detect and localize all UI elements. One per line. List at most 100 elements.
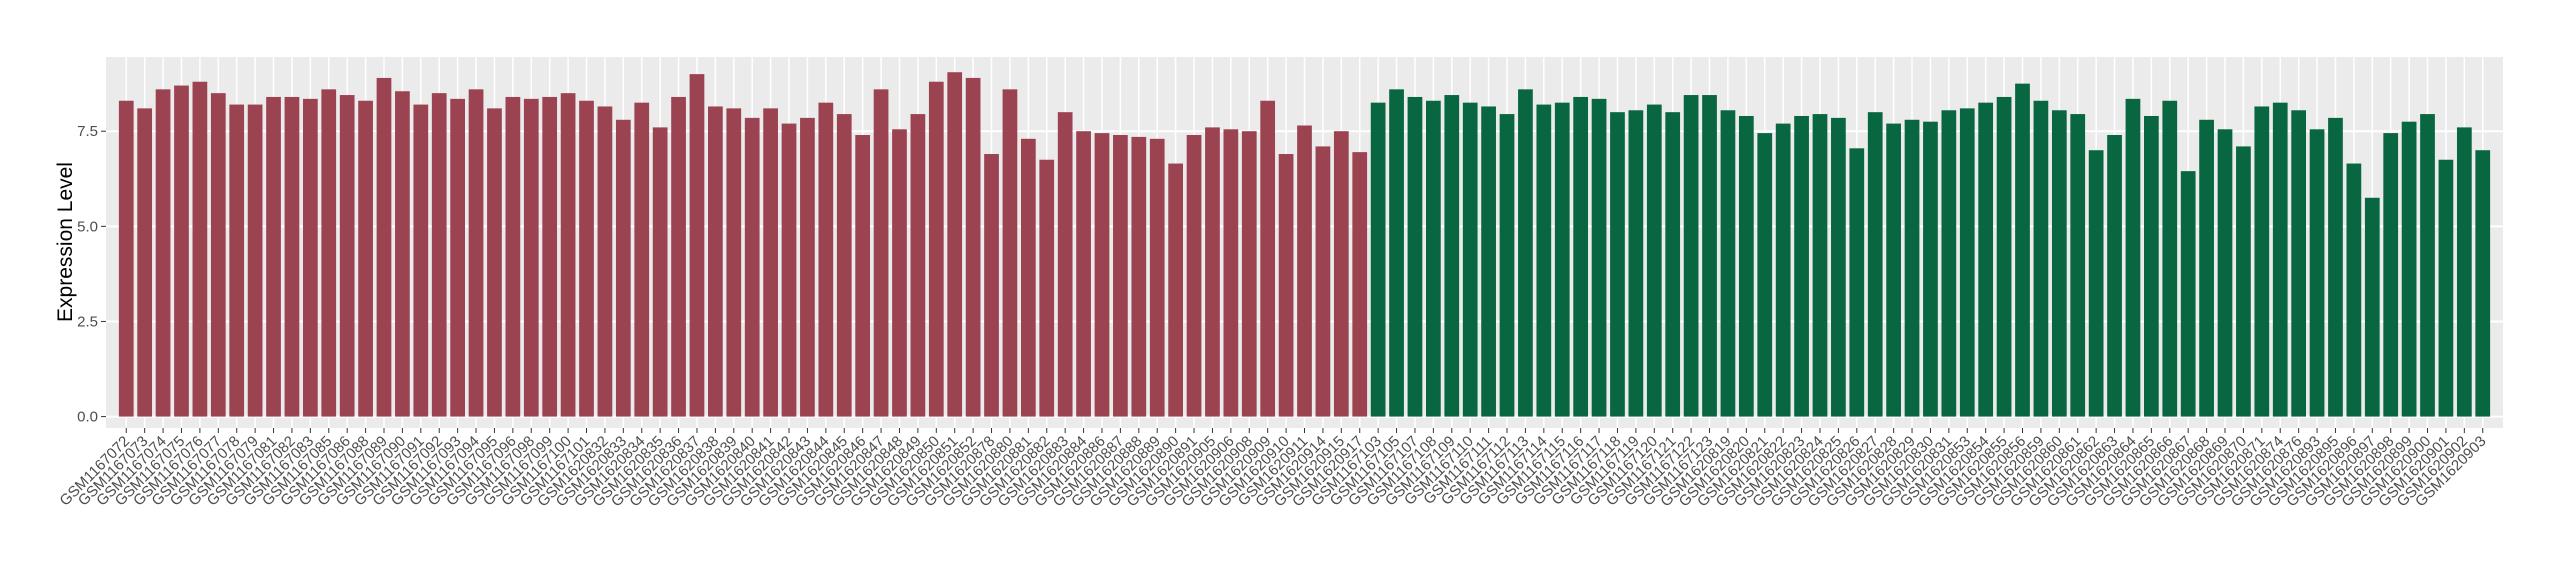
bar [395, 91, 410, 417]
bar [1849, 148, 1865, 417]
bar [321, 89, 337, 417]
bar [1610, 112, 1625, 417]
bar [1002, 89, 1018, 417]
bar [2364, 197, 2380, 417]
bar [1499, 114, 1515, 417]
bar [615, 119, 631, 417]
bar [1407, 96, 1423, 417]
bar [1904, 119, 1920, 417]
bar [1333, 131, 1349, 417]
bar [708, 106, 723, 417]
bar [1886, 123, 1901, 417]
bar [1628, 110, 1644, 417]
bar [2125, 98, 2141, 417]
bar [1923, 121, 1938, 417]
bar [1775, 123, 1791, 417]
y-tick-label: 0.0 [77, 409, 98, 426]
bar [1591, 98, 1607, 417]
bar [2015, 83, 2030, 417]
bar [2401, 121, 2417, 417]
bar [1168, 163, 1183, 417]
bar [2272, 102, 2288, 417]
bar [1665, 112, 1681, 417]
bar [2088, 150, 2104, 417]
bar [2291, 110, 2307, 417]
bar [1757, 133, 1773, 417]
bar [2051, 110, 2067, 417]
bar [1352, 152, 1368, 417]
bar [1867, 112, 1883, 417]
bar [431, 93, 447, 417]
bar [2236, 146, 2251, 417]
bar [2199, 119, 2214, 417]
bar [413, 104, 429, 417]
bar [2180, 171, 2196, 417]
bar [2328, 117, 2343, 417]
bar [855, 135, 871, 417]
bar [1978, 102, 1994, 417]
bar [266, 96, 281, 417]
bar [1278, 154, 1294, 417]
bar [800, 117, 815, 417]
bar [2033, 100, 2049, 417]
y-tick-label: 2.5 [77, 313, 98, 330]
bar [910, 114, 926, 417]
bar [928, 81, 944, 417]
bar [818, 102, 834, 417]
bar [1094, 133, 1110, 417]
bar [1444, 95, 1460, 417]
bar [2217, 129, 2233, 417]
bar [984, 154, 999, 417]
bar [1481, 106, 1496, 417]
bar [1831, 117, 1846, 417]
bar [2346, 163, 2362, 417]
bar [763, 108, 778, 417]
bar [118, 100, 134, 417]
bar [1996, 96, 2012, 417]
bar [2383, 133, 2399, 417]
bar [2107, 135, 2122, 417]
bar [1738, 115, 1754, 417]
bar [1113, 135, 1128, 417]
bar [505, 96, 521, 417]
bar [1020, 138, 1036, 417]
bar [2456, 127, 2472, 417]
bar [1241, 131, 1257, 417]
bar [302, 98, 318, 417]
bar [1573, 96, 1589, 417]
bar [2475, 150, 2491, 417]
bar [1518, 89, 1533, 417]
bar [2309, 129, 2325, 417]
bar [1039, 159, 1055, 417]
bar [1702, 95, 1717, 417]
bar [542, 96, 558, 417]
bar [358, 100, 373, 417]
bar [229, 104, 245, 417]
bar [174, 85, 189, 417]
bar [1315, 146, 1331, 417]
bar [947, 72, 963, 417]
bar [487, 108, 502, 417]
bar [726, 108, 742, 417]
bar [155, 89, 171, 417]
bar [781, 123, 797, 417]
bar [1389, 89, 1404, 417]
y-axis-label: Expression Level [54, 162, 77, 322]
y-tick-label: 5.0 [77, 218, 98, 235]
bar [2070, 114, 2086, 417]
bar [1959, 108, 1975, 417]
bar [1462, 102, 1478, 417]
bar [1223, 129, 1239, 417]
bar [210, 93, 226, 417]
bar [2162, 100, 2178, 417]
bar [873, 89, 889, 417]
bar [671, 96, 686, 417]
bar [560, 93, 576, 417]
bar [1370, 102, 1386, 417]
bar [1554, 102, 1570, 417]
bar [1426, 100, 1441, 417]
bar [1057, 112, 1073, 417]
bar [689, 74, 705, 417]
bar [450, 98, 465, 417]
bar [634, 102, 650, 417]
